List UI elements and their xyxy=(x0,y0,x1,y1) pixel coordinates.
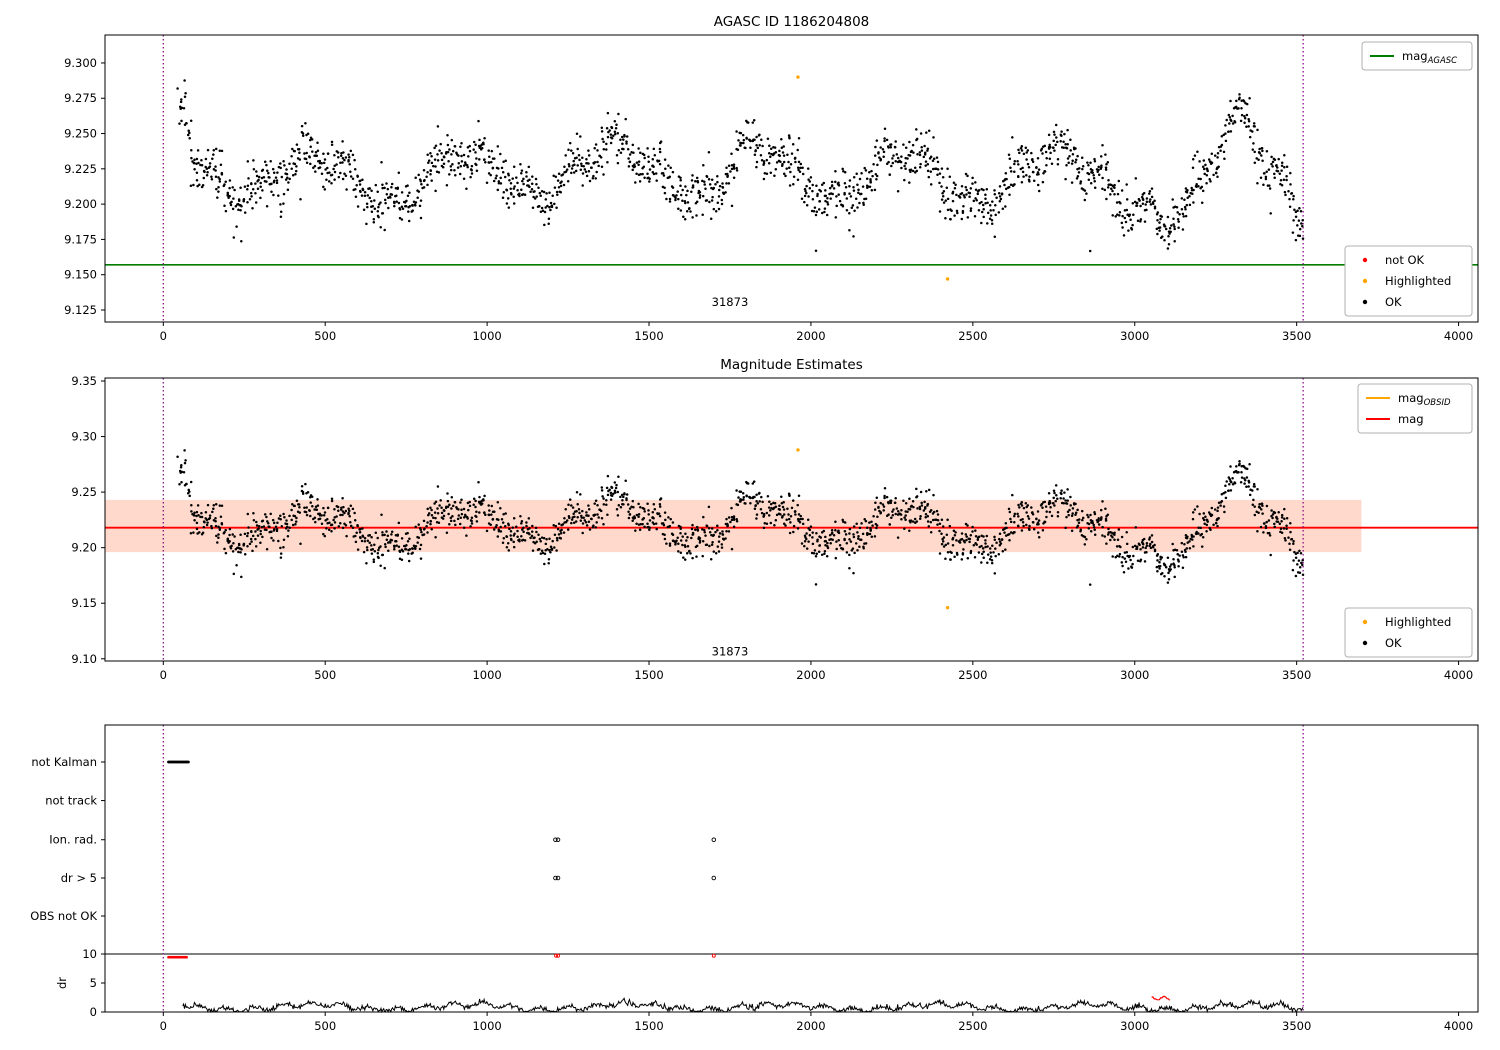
highlighted-point xyxy=(796,75,800,79)
legend-marker-classes-2: Highlighted OK xyxy=(1344,607,1473,658)
highlighted-point xyxy=(945,277,950,281)
plot-flags: 0 500 1000 1500 2000 2500 3000 3500 4000 not Kalm… xyxy=(30,724,1479,1033)
y-tick-label: 9.225 xyxy=(64,162,97,176)
x-tick-label: 1500 xyxy=(634,329,663,343)
x-tick-label: 1000 xyxy=(472,1019,501,1033)
x-tick-label: 1500 xyxy=(634,668,663,682)
x-tick-label: 3500 xyxy=(1282,329,1311,343)
axes-frame xyxy=(104,34,1479,323)
legend-label: not OK xyxy=(1385,253,1425,267)
y-tick-label: 9.150 xyxy=(64,268,97,282)
y-axis-label: dr xyxy=(55,977,69,989)
x-tick-label: 2000 xyxy=(796,668,825,682)
legend-dot-sample xyxy=(1362,619,1368,625)
y-category-label: 0 xyxy=(90,1005,97,1019)
y-category-label: not track xyxy=(45,794,97,808)
y-tick-label: 9.35 xyxy=(71,374,97,388)
scatter-ok-points xyxy=(176,449,1305,586)
y-tick-label: 9.15 xyxy=(71,596,97,610)
legend-mag-lines: magOBSID mag xyxy=(1357,383,1473,434)
x-tick-label: 4000 xyxy=(1444,329,1473,343)
y-tick-label: 9.25 xyxy=(71,485,97,499)
y-tick-label: 9.275 xyxy=(64,91,97,105)
x-tick-label: 2000 xyxy=(796,1019,825,1033)
y-category-label: dr > 5 xyxy=(61,871,97,885)
x-tick-label: 500 xyxy=(314,329,336,343)
x-tick-label: 2500 xyxy=(958,1019,987,1033)
legend-dot-sample xyxy=(1362,257,1368,263)
legend-label: magOBSID xyxy=(1398,391,1451,408)
legend-label: OK xyxy=(1385,636,1402,650)
legend-box xyxy=(1361,41,1473,71)
x-tick-label: 1500 xyxy=(634,1019,663,1033)
legend-label: Highlighted xyxy=(1385,274,1451,288)
axes-frame xyxy=(104,377,1479,662)
x-tick-label: 500 xyxy=(314,1019,336,1033)
legend-box xyxy=(1344,607,1473,658)
scatter-ok-points xyxy=(176,79,1305,253)
x-tick-label: 3500 xyxy=(1282,668,1311,682)
legend-marker-classes: not OK Highlighted OK xyxy=(1344,245,1473,317)
plot-agasc: 31873 0 500 1000 1500 2000 2500 3000 3500 4000 9.3… xyxy=(64,14,1479,343)
x-tick-label: 1000 xyxy=(472,329,501,343)
y-category-label: 10 xyxy=(82,947,97,961)
axes-frame xyxy=(104,724,1479,1013)
x-tick-label: 3500 xyxy=(1282,1019,1311,1033)
flag-markers xyxy=(167,760,717,959)
x-tick-label: 3000 xyxy=(1120,668,1149,682)
obsid-annotation: 31873 xyxy=(712,644,749,658)
x-tick-label: 0 xyxy=(160,329,167,343)
x-tick-label: 3000 xyxy=(1120,1019,1149,1033)
x-tick-label: 4000 xyxy=(1444,1019,1473,1033)
dr-trace-not-ok xyxy=(1151,995,1171,1001)
y-category-label: 5 xyxy=(90,976,97,990)
x-tick-label: 2000 xyxy=(796,329,825,343)
legend-mag-agasc: magAGASC xyxy=(1361,41,1473,71)
y-tick-label: 9.20 xyxy=(71,541,97,555)
y-tick-label: 9.30 xyxy=(71,430,97,444)
x-tick-label: 2500 xyxy=(958,668,987,682)
x-tick-label: 2500 xyxy=(958,329,987,343)
plot-magest: 31873 0 500 1000 1500 2000 2500 3000 3500 4000 9.3… xyxy=(71,357,1479,682)
y-tick-label: 9.200 xyxy=(64,197,97,211)
y-category-label: Ion. rad. xyxy=(49,833,97,847)
highlighted-point xyxy=(796,448,800,452)
y-tick-label: 9.125 xyxy=(64,303,97,317)
legend-label: Highlighted xyxy=(1385,615,1451,629)
legend-label: OK xyxy=(1385,295,1402,309)
highlighted-point xyxy=(945,605,950,610)
legend-box xyxy=(1344,245,1473,317)
y-category-label: not Kalman xyxy=(31,755,97,769)
y-tick-label: 9.250 xyxy=(64,127,97,141)
x-tick-label: 500 xyxy=(314,668,336,682)
plot-title: Magnitude Estimates xyxy=(720,357,862,373)
x-tick-label: 4000 xyxy=(1444,668,1473,682)
y-tick-label: 9.175 xyxy=(64,232,97,246)
y-category-label: OBS not OK xyxy=(30,909,97,923)
legend-label: magAGASC xyxy=(1402,49,1457,66)
y-tick-label: 9.300 xyxy=(64,56,97,70)
x-tick-label: 0 xyxy=(160,1019,167,1033)
plot-title: AGASC ID 1186204808 xyxy=(714,14,870,30)
legend-dot-sample xyxy=(1362,278,1368,284)
y-tick-label: 9.10 xyxy=(71,652,97,666)
legend-dot-sample xyxy=(1362,640,1368,646)
legend-box xyxy=(1357,383,1473,434)
x-tick-label: 3000 xyxy=(1120,329,1149,343)
legend-dot-sample xyxy=(1362,299,1368,305)
dr-trace xyxy=(182,997,1304,1014)
legend-label: mag xyxy=(1398,412,1424,426)
obsid-annotation: 31873 xyxy=(712,295,749,309)
x-tick-label: 1000 xyxy=(472,668,501,682)
x-tick-label: 0 xyxy=(160,668,167,682)
